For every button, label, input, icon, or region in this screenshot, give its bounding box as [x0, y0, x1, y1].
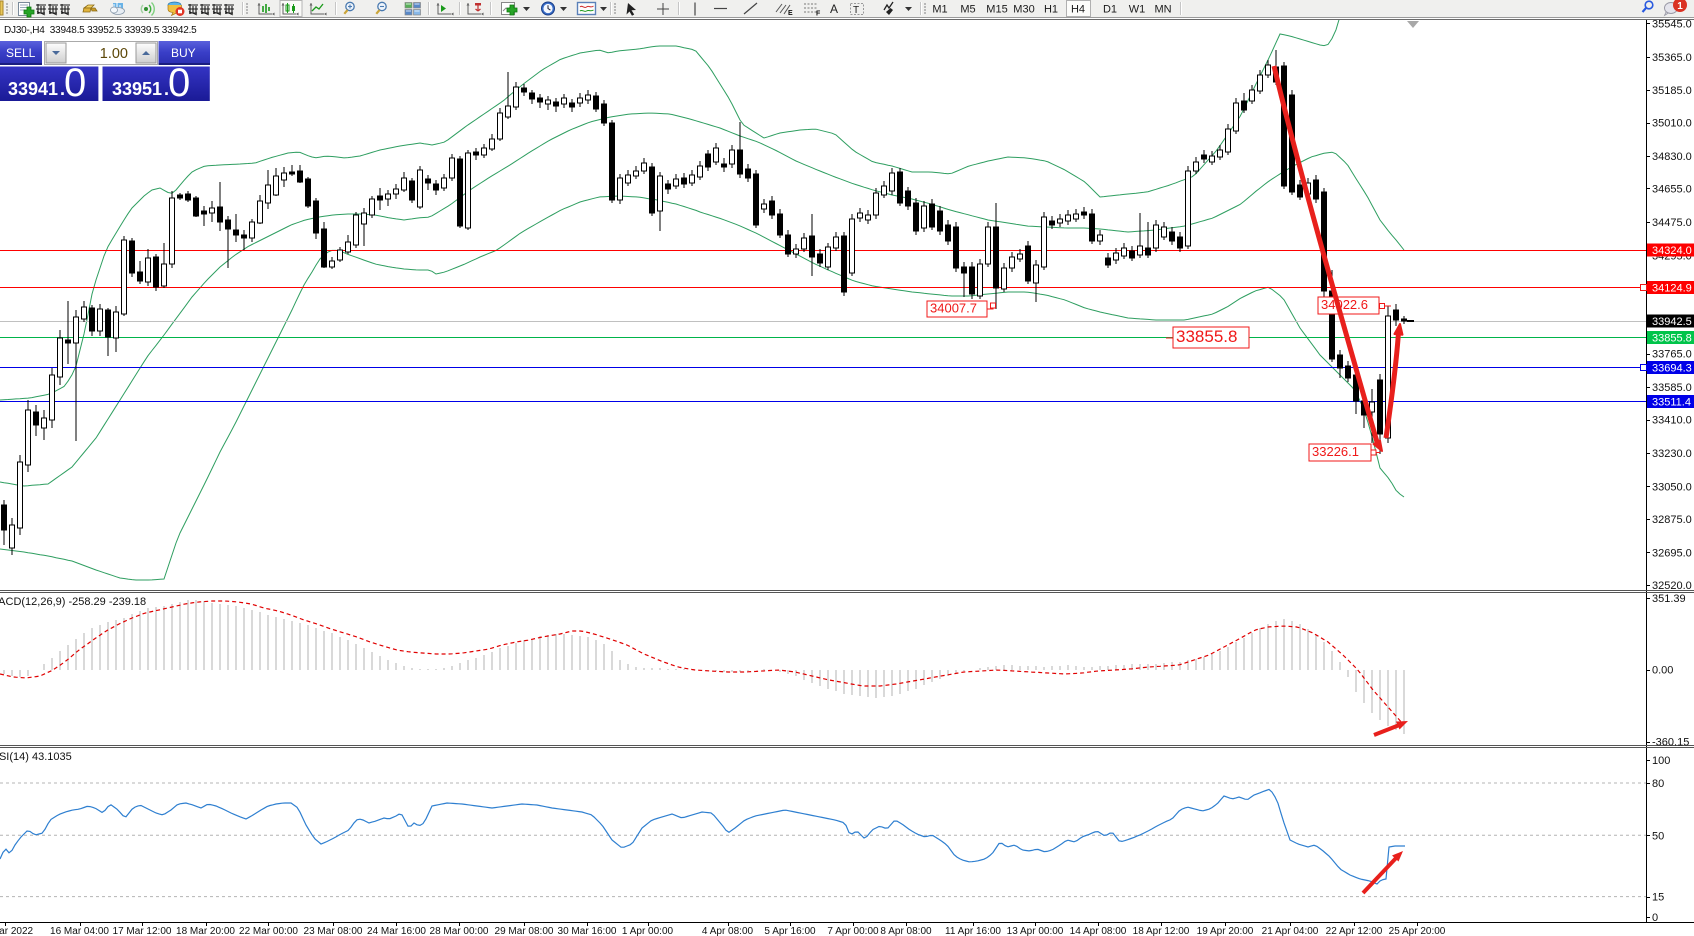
- svg-text:33855.8: 33855.8: [1176, 327, 1237, 346]
- svg-text:0.00: 0.00: [1652, 665, 1673, 677]
- svg-text:DJ30-,H4 33948.5 33952.5 3393: DJ30-,H4 33948.5 33952.5 33939.5 33942.5: [4, 25, 197, 36]
- svg-text:BUY: BUY: [171, 46, 196, 60]
- svg-text:19 Apr 20:00: 19 Apr 20:00: [1197, 926, 1254, 936]
- svg-text:.: .: [164, 79, 169, 99]
- svg-text:35010.0: 35010.0: [1652, 118, 1692, 130]
- svg-text:A: A: [830, 2, 838, 16]
- svg-text:33951: 33951: [112, 79, 162, 99]
- svg-text:4 Apr 08:00: 4 Apr 08:00: [702, 926, 754, 936]
- svg-text:13 Apr 00:00: 13 Apr 00:00: [1007, 926, 1064, 936]
- svg-text:34124.9: 34124.9: [1652, 283, 1692, 295]
- svg-text:29 Mar 08:00: 29 Mar 08:00: [495, 926, 554, 936]
- svg-text:11 Apr 16:00: 11 Apr 16:00: [945, 926, 1001, 936]
- svg-text:1 Apr 00:00: 1 Apr 00:00: [622, 926, 674, 936]
- svg-text:M15: M15: [986, 4, 1007, 16]
- svg-text:35185.0: 35185.0: [1652, 85, 1692, 97]
- svg-text:22 Mar 00:00: 22 Mar 00:00: [239, 926, 298, 936]
- svg-text:22 Apr 12:00: 22 Apr 12:00: [1326, 926, 1383, 936]
- svg-text:50: 50: [1652, 830, 1664, 842]
- svg-text:34007.7: 34007.7: [930, 301, 977, 316]
- svg-text:33410.0: 33410.0: [1652, 415, 1692, 427]
- svg-text:F: F: [816, 11, 821, 18]
- svg-text:MN: MN: [1154, 4, 1171, 16]
- svg-text:32520.0: 32520.0: [1652, 580, 1692, 592]
- svg-text:1: 1: [1677, 1, 1683, 12]
- svg-text:16 Mar 04:00: 16 Mar 04:00: [50, 926, 109, 936]
- svg-text:SELL: SELL: [6, 46, 36, 60]
- svg-text:32695.0: 32695.0: [1652, 547, 1692, 559]
- svg-text:33855.8: 33855.8: [1652, 333, 1692, 345]
- svg-text:80: 80: [1652, 778, 1664, 790]
- svg-text:32875.0: 32875.0: [1652, 514, 1692, 526]
- svg-text:33765.0: 33765.0: [1652, 349, 1692, 361]
- svg-text:T: T: [853, 5, 859, 16]
- svg-text:7 Apr 00:00: 7 Apr 00:00: [827, 926, 879, 936]
- svg-text:RSI(14) 43.1035: RSI(14) 43.1035: [0, 751, 72, 763]
- svg-text:34475.0: 34475.0: [1652, 217, 1692, 229]
- svg-text:18 Apr 12:00: 18 Apr 12:00: [1133, 926, 1190, 936]
- svg-text:33230.0: 33230.0: [1652, 448, 1692, 460]
- svg-text:34324.0: 34324.0: [1652, 245, 1692, 257]
- svg-text:34830.0: 34830.0: [1652, 151, 1692, 163]
- svg-text:21 Apr 04:00: 21 Apr 04:00: [1262, 926, 1319, 936]
- svg-text:5 Apr 16:00: 5 Apr 16:00: [764, 926, 816, 936]
- svg-text:M5: M5: [960, 4, 975, 16]
- svg-text:15: 15: [1652, 892, 1664, 904]
- svg-text:24 Mar 16:00: 24 Mar 16:00: [367, 926, 426, 936]
- svg-text:H4: H4: [1071, 4, 1085, 16]
- svg-text:33585.0: 33585.0: [1652, 382, 1692, 394]
- svg-text:30 Mar 16:00: 30 Mar 16:00: [558, 926, 617, 936]
- svg-text:33941: 33941: [8, 79, 58, 99]
- svg-text:100: 100: [1652, 755, 1670, 767]
- svg-text:-360.15: -360.15: [1652, 737, 1689, 749]
- svg-text:34655.0: 34655.0: [1652, 184, 1692, 196]
- svg-text:34022.6: 34022.6: [1321, 297, 1368, 312]
- svg-text:E: E: [788, 10, 793, 17]
- svg-text:.: .: [60, 79, 65, 99]
- svg-text:351.39: 351.39: [1652, 593, 1686, 605]
- svg-text:0: 0: [168, 61, 190, 105]
- svg-text:M30: M30: [1013, 4, 1034, 16]
- svg-text:1.00: 1.00: [100, 46, 128, 62]
- svg-text:33694.3: 33694.3: [1652, 363, 1692, 375]
- svg-text:33050.0: 33050.0: [1652, 481, 1692, 493]
- svg-text:D1: D1: [1103, 4, 1117, 16]
- svg-text:33511.4: 33511.4: [1652, 397, 1691, 409]
- svg-text:15 Mar 2022: 15 Mar 2022: [0, 926, 34, 936]
- svg-text:28 Mar 00:00: 28 Mar 00:00: [430, 926, 489, 936]
- svg-text:17 Mar 12:00: 17 Mar 12:00: [113, 926, 172, 936]
- svg-text:14 Apr 08:00: 14 Apr 08:00: [1070, 926, 1127, 936]
- svg-text:35545.0: 35545.0: [1652, 18, 1692, 30]
- svg-text:M1: M1: [932, 4, 947, 16]
- svg-text:0: 0: [64, 61, 86, 105]
- svg-text:W1: W1: [1129, 4, 1146, 16]
- svg-text:35365.0: 35365.0: [1652, 52, 1692, 64]
- svg-text:0: 0: [1652, 912, 1658, 924]
- svg-text:23 Mar 08:00: 23 Mar 08:00: [304, 926, 363, 936]
- svg-text:33942.5: 33942.5: [1652, 316, 1692, 328]
- svg-text:MACD(12,26,9) -258.29 -239.18: MACD(12,26,9) -258.29 -239.18: [0, 596, 146, 608]
- svg-text:18 Mar 20:00: 18 Mar 20:00: [176, 926, 235, 936]
- svg-text:H1: H1: [1044, 4, 1058, 16]
- svg-text:8 Apr 08:00: 8 Apr 08:00: [880, 926, 932, 936]
- svg-text:33226.1: 33226.1: [1312, 444, 1359, 459]
- svg-text:25 Apr 20:00: 25 Apr 20:00: [1389, 926, 1446, 936]
